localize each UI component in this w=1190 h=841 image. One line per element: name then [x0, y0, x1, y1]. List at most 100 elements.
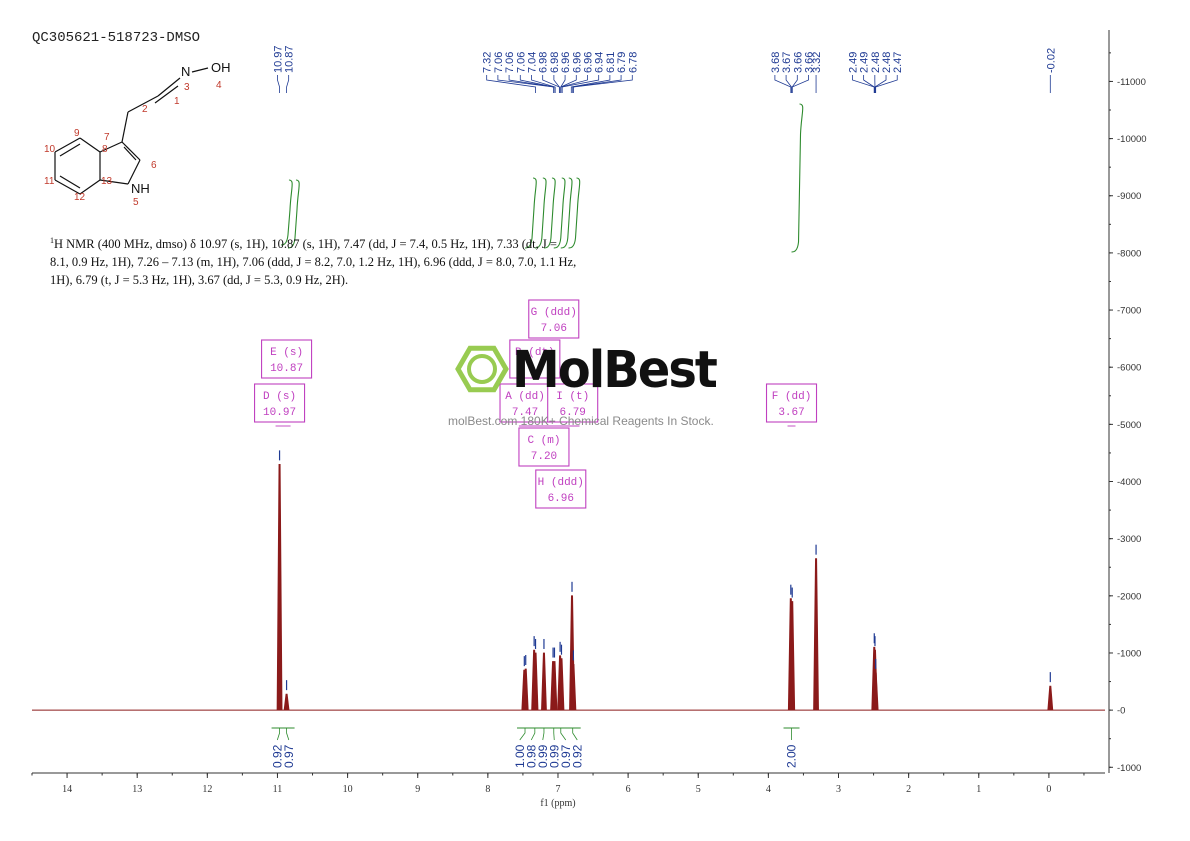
- integral-connector: [542, 728, 545, 741]
- nmr-description: 1H NMR (400 MHz, dmso) δ 10.97 (s, 1H), …: [50, 232, 610, 289]
- integral-value: 0.97: [559, 744, 573, 768]
- multiplet-box-header: C (m): [527, 435, 560, 447]
- multiplet-box: [765, 383, 818, 423]
- peak-label: 2.48: [881, 52, 893, 73]
- integral-connector: [286, 728, 290, 741]
- spectrum-peak: [872, 672, 879, 711]
- peak-label: 2.48: [870, 52, 882, 73]
- spectrum-peak: [558, 658, 565, 711]
- y-tick-label: -0: [1117, 706, 1125, 717]
- y-tick-label: -2000: [1117, 591, 1141, 602]
- integral-curve-aromatic: [553, 177, 566, 249]
- peak-label: 6.98: [549, 52, 561, 73]
- peak-label-connector: [863, 75, 875, 93]
- atom-number: 2: [142, 104, 148, 115]
- integral-curves: [280, 103, 804, 253]
- peak-label: 6.96: [582, 52, 594, 73]
- peak-label-connector: [277, 75, 280, 93]
- multiplet-box: [261, 339, 313, 379]
- y-tick-label: -11000: [1117, 77, 1146, 88]
- peak-label: 6.96: [571, 52, 583, 73]
- spectrum-peak: [551, 661, 558, 711]
- integral-connector: [572, 728, 578, 741]
- y-tick-label: -4000: [1117, 477, 1141, 488]
- peak-label-connector: [572, 75, 622, 93]
- spectrum-peak: [283, 693, 290, 711]
- peak-label: 10.87: [284, 45, 296, 73]
- peak-label-connector: [286, 75, 290, 93]
- multiplet-box-header: A (dd): [505, 391, 545, 403]
- atom-number: 13: [101, 176, 113, 187]
- atom-number: 8: [102, 144, 108, 155]
- multiplet-box-shift: 10.87: [270, 363, 303, 375]
- peak-label: 7.04: [526, 52, 538, 73]
- peak-label-group: -0.02: [1045, 48, 1057, 93]
- peak-label: -0.02: [1045, 48, 1057, 73]
- atom-number: 3: [184, 82, 190, 93]
- peak-label-connector: [791, 75, 809, 93]
- x-axis-title: f1 (ppm): [540, 798, 575, 809]
- chemical-bond: [99, 179, 129, 185]
- multiplet-box-shift: 7.47: [512, 407, 538, 419]
- nmr-isotope-superscript: 1: [50, 236, 54, 245]
- peak-label-group: 3.32: [811, 52, 823, 93]
- x-tick-label: 3: [836, 784, 841, 795]
- integral-curve-aromatic: [543, 177, 556, 249]
- multiplet-box: [547, 383, 599, 423]
- integral-curve-oh: [287, 179, 300, 249]
- nmr-description-line2: 8.1, 0.9 Hz, 1H), 7.26 – 7.13 (m, 1H), 7…: [50, 255, 577, 270]
- logo-inner-ring: [467, 354, 497, 384]
- integral-value: 2.00: [785, 744, 799, 768]
- atom-number: 10: [44, 144, 56, 155]
- integral-value: 0.99: [536, 744, 550, 768]
- multiplet-box-header: H (ddd): [538, 477, 584, 489]
- x-tick-label: 11: [273, 784, 283, 795]
- spectrum-peak: [541, 652, 547, 711]
- integral-value: 1.00: [513, 744, 527, 768]
- multiplet-box-shift: 7.06: [541, 323, 567, 335]
- peak-label: 7.06: [493, 52, 505, 73]
- integral-value: 0.92: [270, 744, 284, 768]
- y-tick-label: -1000: [1117, 763, 1141, 774]
- watermark-tagline: molBest.com 180K+ Chemical Reagents In S…: [448, 414, 714, 428]
- spectrum-peak: [532, 652, 539, 711]
- y-tick-label: -10000: [1117, 134, 1147, 145]
- multiplet-box-header: D (s): [263, 391, 296, 403]
- y-tick-label: -1000: [1117, 648, 1141, 659]
- multiplet-box-header: E (s): [270, 347, 303, 359]
- peak-label-group: 2.49 2.49 2.48 2.48 2.47: [847, 52, 904, 93]
- peak-label-connector: [560, 75, 588, 93]
- peak-label: 2.47: [892, 52, 904, 73]
- peak-label: 2.49: [847, 52, 859, 73]
- integral-curve-aromatic: [525, 177, 537, 249]
- chemical-bond: [121, 111, 129, 143]
- integral-curve-aromatic: [568, 177, 581, 249]
- peak-label: 7.06: [504, 52, 516, 73]
- spectrum-peak: [570, 664, 577, 711]
- peak-label: 3.66: [792, 52, 804, 73]
- y-tick-label: -5000: [1117, 420, 1141, 431]
- peak-label: 3.68: [770, 52, 782, 73]
- sample-id: QC305621-518723-DMSO: [32, 30, 201, 46]
- integral-connector: [276, 728, 280, 741]
- y-tick-label: -6000: [1117, 363, 1141, 374]
- atom-label-oh: OH: [211, 60, 231, 75]
- atom-number: 5: [133, 197, 139, 208]
- multiplet-box: [518, 427, 570, 467]
- x-tick-label: 14: [62, 784, 72, 795]
- chemical-bond: [127, 95, 159, 113]
- chemical-bond: [157, 77, 181, 97]
- multiplet-box: [535, 469, 587, 509]
- peak-label-connector: [570, 75, 611, 93]
- peak-label-connector: [874, 75, 887, 93]
- logo-hexagon: [455, 345, 509, 393]
- multiplet-boxes: G (ddd) 7.06 E (s) 10.87 B (dt) D (s) 10.97 A (…: [254, 299, 818, 509]
- peak-label-connector: [875, 75, 898, 93]
- peak-label-connector: [560, 75, 566, 93]
- multiplet-box-shift: 6.96: [548, 493, 574, 505]
- chemical-bond: [154, 85, 179, 104]
- integral-connector: [519, 728, 526, 741]
- multiplet-box-header: B (dt): [515, 347, 555, 359]
- peak-label-connector: [785, 75, 792, 93]
